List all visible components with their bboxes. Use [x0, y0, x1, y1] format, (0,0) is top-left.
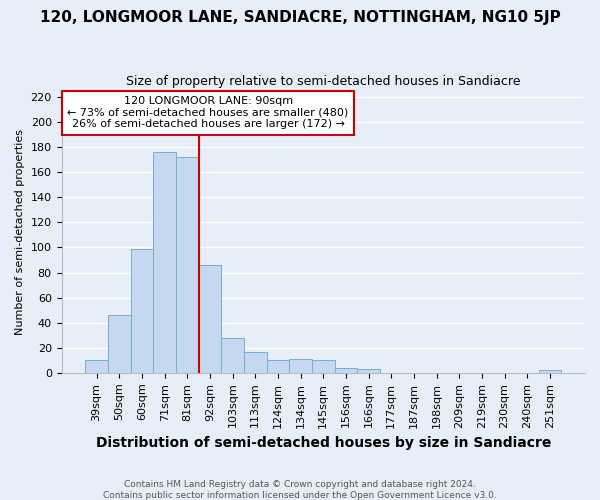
Text: 120 LONGMOOR LANE: 90sqm
← 73% of semi-detached houses are smaller (480)
26% of : 120 LONGMOOR LANE: 90sqm ← 73% of semi-d… [67, 96, 349, 130]
Text: Contains HM Land Registry data © Crown copyright and database right 2024.
Contai: Contains HM Land Registry data © Crown c… [103, 480, 497, 500]
Bar [154, 152, 176, 373]
Bar [289, 359, 312, 373]
Y-axis label: Number of semi-detached properties: Number of semi-detached properties [15, 128, 25, 335]
Bar [266, 360, 289, 373]
Bar [108, 315, 131, 373]
Bar [312, 360, 335, 373]
Bar [539, 370, 561, 373]
Bar [357, 369, 380, 373]
Bar [176, 157, 199, 373]
Bar [199, 265, 221, 373]
Bar [131, 248, 154, 373]
Bar [85, 360, 108, 373]
Text: 120, LONGMOOR LANE, SANDIACRE, NOTTINGHAM, NG10 5JP: 120, LONGMOOR LANE, SANDIACRE, NOTTINGHA… [40, 10, 560, 25]
Bar [335, 368, 357, 373]
Bar [221, 338, 244, 373]
Title: Size of property relative to semi-detached houses in Sandiacre: Size of property relative to semi-detach… [126, 75, 521, 88]
Bar [244, 352, 266, 373]
X-axis label: Distribution of semi-detached houses by size in Sandiacre: Distribution of semi-detached houses by … [95, 436, 551, 450]
